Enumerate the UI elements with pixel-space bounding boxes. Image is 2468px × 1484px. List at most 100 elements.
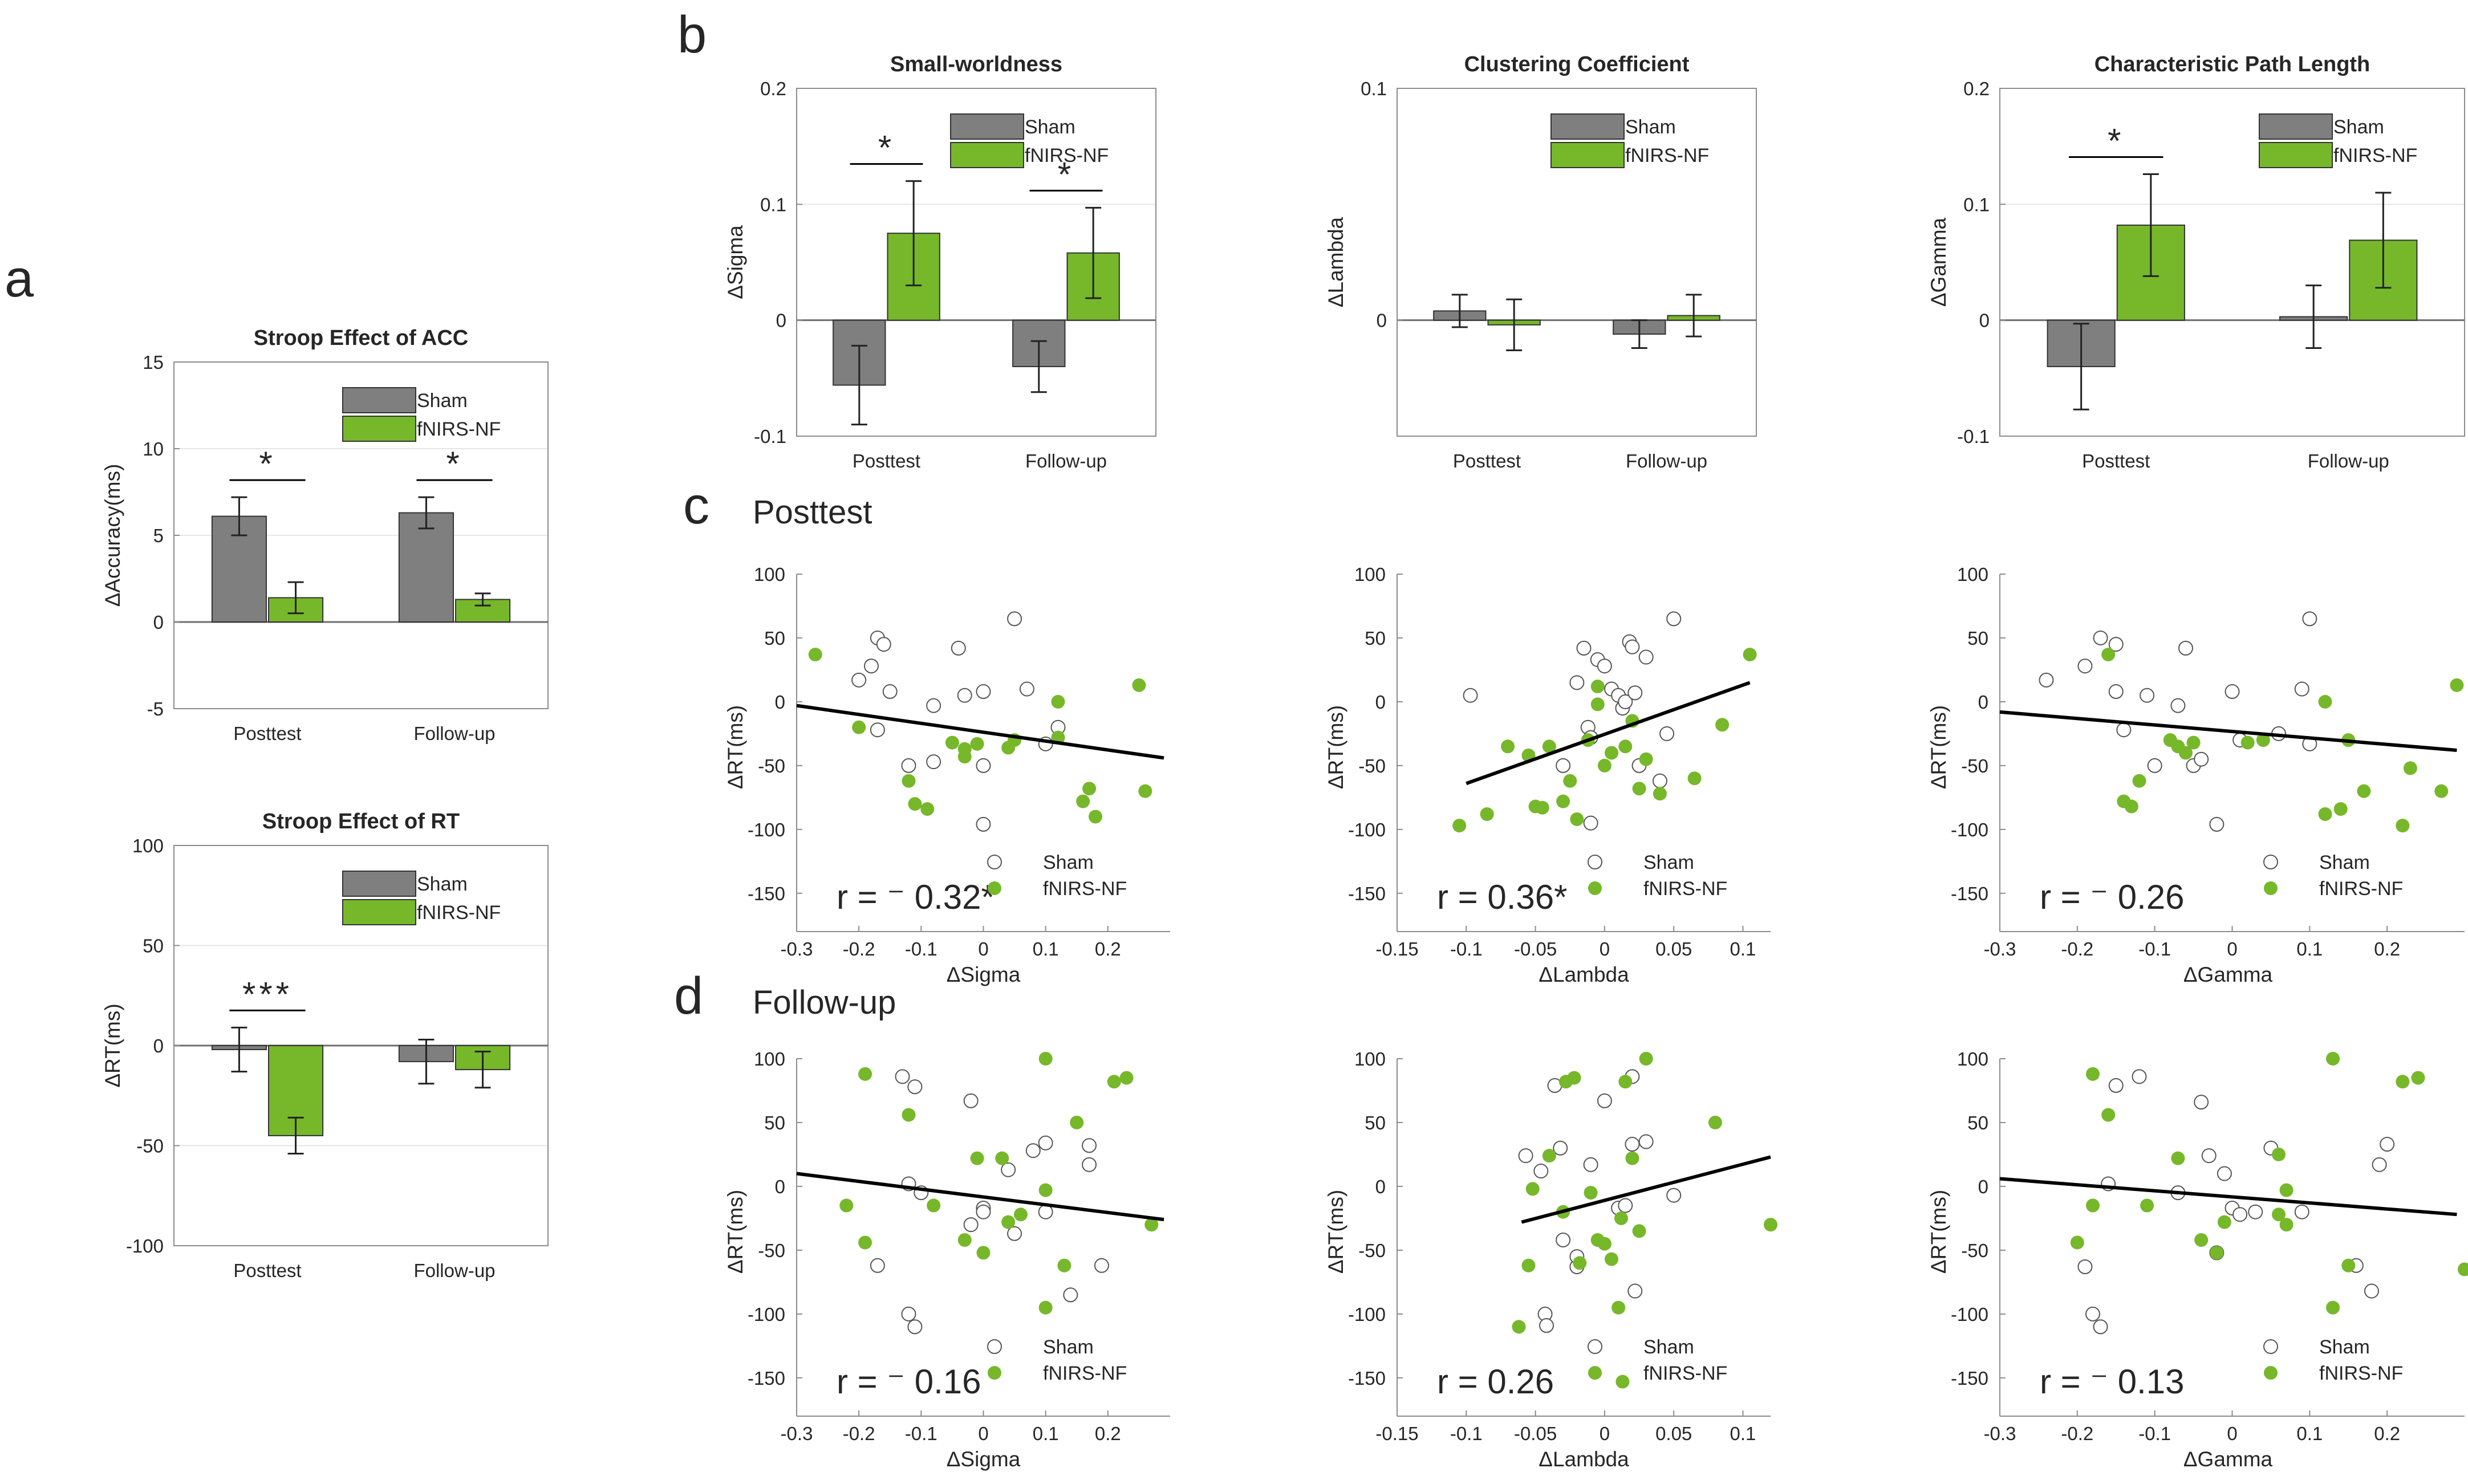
d2-xtick-label: -0.1 xyxy=(1450,1423,1483,1444)
a2-ytick-label: -100 xyxy=(126,1235,164,1257)
c3-xtick-label: -0.3 xyxy=(1984,938,2016,959)
c1-ytick-label: -100 xyxy=(748,819,785,840)
a1-ytick-label: 15 xyxy=(143,352,164,373)
a2-legend-swatch-nf xyxy=(342,899,416,925)
c2-xtick-label: -0.15 xyxy=(1375,938,1418,959)
b1-legend-label-nf: fNIRS-NF xyxy=(1025,145,1109,166)
d1-xtick-label: -0.1 xyxy=(905,1423,937,1444)
c3-legend-marker-sham xyxy=(2263,855,2278,869)
b2-ytick-label: 0 xyxy=(1377,310,1387,331)
d3-point-sham xyxy=(2364,1283,2379,1299)
b1-frame xyxy=(796,88,1156,437)
d3-legend-marker-sham xyxy=(2263,1339,2278,1354)
c2-point-nf xyxy=(1535,800,1549,815)
d1-xlabel: ΔSigma xyxy=(947,1448,1021,1471)
c3-point-sham xyxy=(2093,630,2108,645)
c1-legend-marker-sham xyxy=(987,855,1002,869)
d1-point-nf xyxy=(1038,1300,1053,1315)
c1-xtick-label: -0.3 xyxy=(781,938,813,959)
d1-point-sham xyxy=(1038,1135,1053,1150)
d1-xtick-label: 0.1 xyxy=(1033,1423,1059,1444)
d3-point-sham xyxy=(2093,1319,2108,1335)
c2-point-nf xyxy=(1632,782,1646,796)
c1-point-nf xyxy=(908,797,922,811)
c2-point-sham xyxy=(1659,726,1675,741)
b1-sig-label: * xyxy=(1058,155,1074,193)
c2-legend-marker-sham xyxy=(1588,855,1602,869)
c1-point-nf xyxy=(902,774,916,788)
d1-point-nf xyxy=(858,1067,872,1081)
d3-xtick-label: -0.2 xyxy=(2061,1423,2093,1444)
c2-point-nf xyxy=(1480,807,1494,821)
d3-point-sham xyxy=(2248,1204,2263,1219)
c3-point-sham xyxy=(2108,637,2124,652)
c1-point-sham xyxy=(870,722,885,738)
c3-point-sham xyxy=(2209,816,2225,832)
c1-legend-label-sham: Sham xyxy=(1043,852,1094,873)
d2-ytick-label: 0 xyxy=(1375,1176,1386,1197)
b1-xtick-label: Posttest xyxy=(853,450,920,471)
d3-xtick-label: 0.2 xyxy=(2374,1423,2400,1444)
c3-ytick-label: -100 xyxy=(1951,819,1988,840)
c1-legend: Sham fNIRS-NF xyxy=(987,852,1127,900)
c1-xtick-label: 0 xyxy=(978,938,988,959)
panel-label-c: c xyxy=(683,477,709,535)
c3-point-nf xyxy=(2396,819,2410,833)
c2-point-sham xyxy=(1652,773,1667,788)
panel-label-d: d xyxy=(674,967,703,1025)
c3-point-nf xyxy=(2101,648,2116,662)
d3-ytick-label: -50 xyxy=(1961,1240,1988,1261)
chart-d3: -150 -100 -50 0 50 100 -0.3 -0.2 -0.1 0 0.1 0.2 ΔGam… xyxy=(1927,1048,2468,1471)
d3-xlabel: ΔGamma xyxy=(2183,1448,2273,1471)
d3-point-nf xyxy=(2272,1207,2286,1222)
d1-point-sham xyxy=(1025,1143,1041,1158)
d2-fit-line xyxy=(1521,1155,1771,1224)
c3-point-sham xyxy=(2302,611,2317,627)
b2-frame xyxy=(1397,88,1757,437)
a1-xtick-label: Posttest xyxy=(233,723,301,744)
a1-ylabel: ΔAccuracy(ms) xyxy=(101,464,124,607)
d2-point-sham xyxy=(1627,1283,1643,1299)
c3-ytick-label: 50 xyxy=(1967,628,1988,649)
d3-fit-line xyxy=(1999,1177,2457,1217)
c1-point-nf xyxy=(1082,782,1097,796)
b3-title: Characteristic Path Length xyxy=(2094,52,2370,76)
d1-point-nf xyxy=(957,1233,972,1247)
b2-legend: Sham fNIRS-NF xyxy=(1550,113,1709,168)
d3-point-sham xyxy=(2108,1078,2124,1093)
d3-xtick-label: -0.3 xyxy=(1984,1423,2016,1444)
section-title-posttest: Posttest xyxy=(753,494,872,531)
c3-point-nf xyxy=(2256,733,2270,747)
c2-ytick-label: -50 xyxy=(1358,755,1386,776)
d2-xtick-label: -0.05 xyxy=(1514,1423,1557,1444)
c1-point-nf xyxy=(1089,810,1102,824)
a2-ytick-label: 50 xyxy=(143,936,164,957)
c1-point-sham xyxy=(926,754,941,770)
a1-legend: Sham fNIRS-NF xyxy=(342,387,501,442)
d1-point-sham xyxy=(895,1069,910,1084)
b1-legend-swatch-nf xyxy=(950,142,1024,168)
c1-xlabel: ΔSigma xyxy=(947,963,1021,986)
c2-point-sham xyxy=(1666,611,1682,627)
c1-point-sham xyxy=(851,672,867,688)
d2-point-nf xyxy=(1542,1149,1556,1163)
c3-point-nf xyxy=(2318,694,2332,709)
c1-fit-line xyxy=(796,704,1164,760)
d3-point-nf xyxy=(2194,1233,2209,1247)
d1-point-sham xyxy=(1001,1162,1016,1177)
d3-point-sham xyxy=(2217,1166,2232,1181)
c2-xtick-label: -0.05 xyxy=(1514,938,1557,959)
d1-point-sham xyxy=(1082,1157,1097,1172)
c1-point-nf xyxy=(970,737,984,751)
d3-ytick-label: -100 xyxy=(1951,1304,1988,1325)
a1-ytick-label: 0 xyxy=(153,612,164,633)
d1-legend-marker-nf xyxy=(988,1366,1001,1380)
d2-xtick-label: 0.1 xyxy=(1730,1423,1756,1444)
b3-legend-label-nf: fNIRS-NF xyxy=(2333,145,2417,166)
c3-point-nf xyxy=(2124,799,2138,814)
c2-point-sham xyxy=(1569,675,1585,690)
d3-ylabel: ΔRT(ms) xyxy=(1927,1190,1950,1274)
b3-ytick-label: -0.1 xyxy=(1957,426,1990,447)
a2-ytick-label: 100 xyxy=(132,835,164,856)
d1-point-nf xyxy=(1001,1215,1016,1229)
